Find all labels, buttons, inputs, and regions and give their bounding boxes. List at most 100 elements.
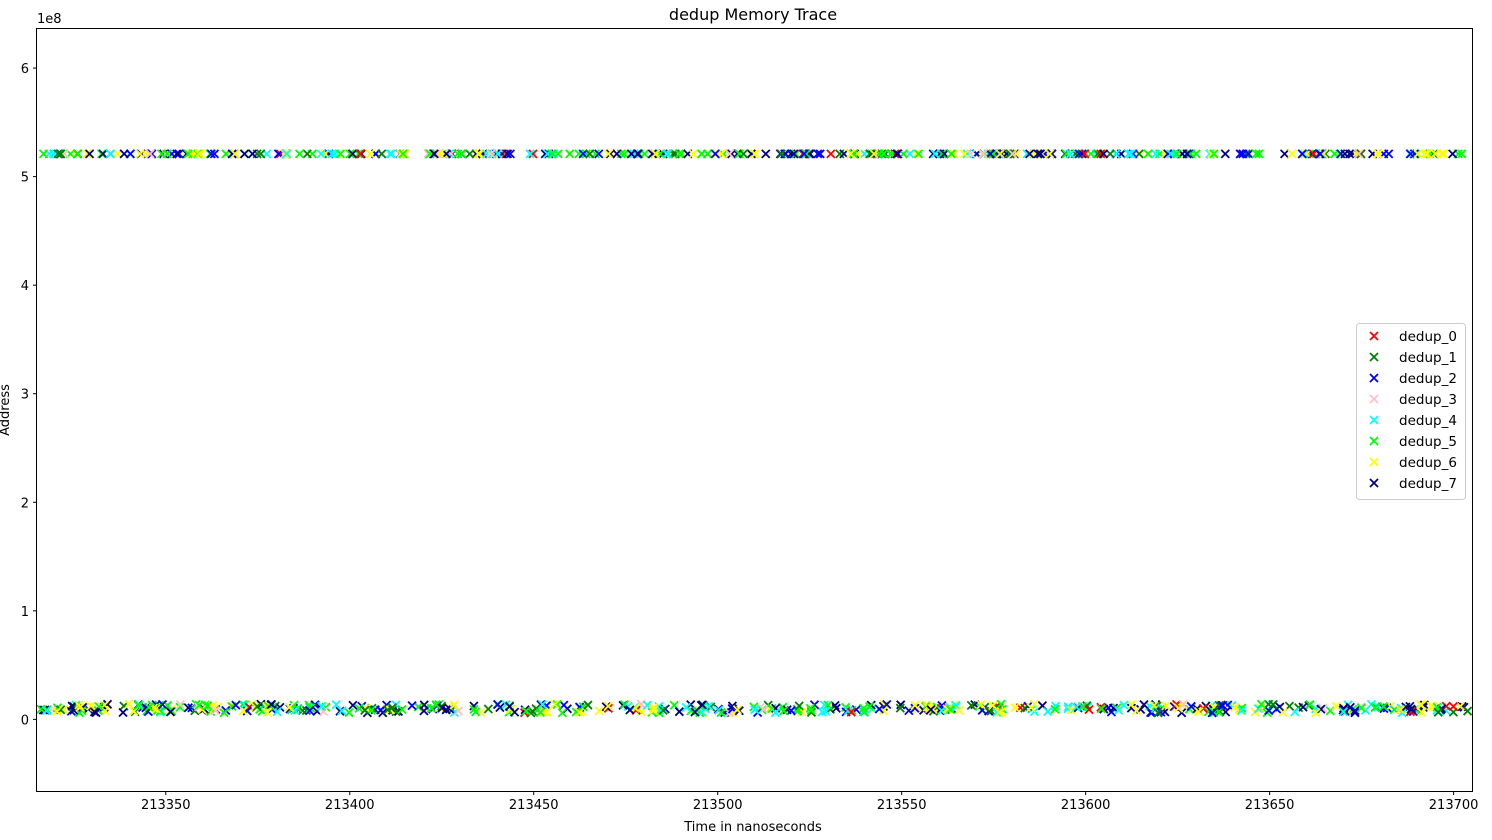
point-dedup_2 bbox=[1163, 149, 1173, 159]
point-dedup_4 bbox=[1126, 149, 1136, 159]
point-dedup_1 bbox=[53, 149, 63, 159]
point-dedup_6 bbox=[928, 704, 938, 714]
point-dedup_6 bbox=[85, 701, 96, 711]
y-axis-ticks: 0 1 2 3 4 5 6 bbox=[21, 62, 37, 728]
point-dedup_6 bbox=[1311, 708, 1321, 718]
point-dedup_5 bbox=[397, 704, 407, 715]
point-dedup_7 bbox=[1177, 708, 1187, 718]
point-dedup_7 bbox=[1350, 708, 1360, 718]
point-dedup_5 bbox=[202, 700, 213, 711]
point-dedup_2 bbox=[1235, 149, 1245, 159]
point-dedup_6 bbox=[1230, 702, 1240, 712]
point-dedup_1 bbox=[377, 149, 387, 159]
point-dedup_5 bbox=[801, 149, 811, 159]
point-dedup_7 bbox=[1098, 149, 1109, 159]
point-dedup_7 bbox=[746, 149, 756, 159]
point-dedup_6 bbox=[59, 705, 69, 715]
point-dedup_5 bbox=[431, 700, 441, 710]
point-dedup_2 bbox=[493, 699, 503, 710]
point-dedup_6 bbox=[603, 701, 613, 711]
point-dedup_0 bbox=[1080, 149, 1090, 159]
point-dedup_6 bbox=[1045, 149, 1055, 159]
point-dedup_6 bbox=[550, 699, 560, 709]
point-dedup_1 bbox=[1214, 700, 1224, 711]
legend-marker-dedup_6 bbox=[1369, 457, 1379, 467]
point-dedup_6 bbox=[1131, 705, 1142, 716]
point-dedup_6 bbox=[230, 149, 240, 159]
point-dedup_4 bbox=[49, 149, 59, 159]
point-dedup_2 bbox=[407, 701, 417, 711]
point-dedup_4 bbox=[817, 707, 827, 717]
point-dedup_4 bbox=[662, 149, 672, 159]
point-dedup_4 bbox=[936, 705, 947, 716]
point-dedup_1 bbox=[966, 700, 976, 710]
point-dedup_2 bbox=[874, 704, 884, 714]
point-dedup_5 bbox=[175, 702, 185, 712]
point-dedup_1 bbox=[1433, 707, 1443, 717]
point-dedup_3 bbox=[486, 149, 496, 159]
point-dedup_6 bbox=[505, 704, 516, 715]
point-dedup_7 bbox=[119, 149, 129, 159]
point-dedup_2 bbox=[209, 149, 220, 159]
point-dedup_5 bbox=[294, 149, 305, 159]
legend-label-dedup_7: dedup_7 bbox=[1399, 476, 1457, 492]
point-dedup_6 bbox=[197, 704, 207, 715]
point-dedup_5 bbox=[521, 706, 531, 716]
point-dedup_2 bbox=[1384, 149, 1394, 159]
y-tick-label: 4 bbox=[21, 279, 29, 294]
point-dedup_4 bbox=[385, 149, 395, 159]
point-dedup_7 bbox=[1447, 149, 1458, 159]
point-dedup_5 bbox=[674, 149, 684, 159]
point-dedup_5 bbox=[457, 149, 467, 159]
point-dedup_7 bbox=[239, 149, 250, 159]
point-dedup_2 bbox=[1047, 149, 1057, 159]
point-dedup_6 bbox=[910, 700, 920, 710]
point-dedup_7 bbox=[1220, 149, 1230, 159]
point-dedup_7 bbox=[928, 149, 938, 159]
point-dedup_6 bbox=[648, 702, 659, 713]
x-tick-label: 213600 bbox=[1061, 798, 1111, 813]
point-dedup_2 bbox=[157, 699, 168, 710]
point-dedup_4 bbox=[272, 707, 282, 717]
point-dedup_4 bbox=[1065, 149, 1076, 159]
point-dedup_7 bbox=[502, 149, 513, 159]
point-dedup_5 bbox=[879, 149, 889, 159]
legend-marker-dedup_7 bbox=[1369, 478, 1379, 488]
point-dedup_7 bbox=[674, 707, 684, 717]
point-dedup_0 bbox=[1448, 701, 1458, 712]
point-dedup_4 bbox=[316, 149, 326, 159]
point-dedup_6 bbox=[1436, 149, 1446, 159]
point-dedup_6 bbox=[399, 149, 410, 159]
point-dedup_5 bbox=[945, 704, 956, 715]
point-dedup_6 bbox=[449, 700, 459, 710]
point-dedup_7 bbox=[1336, 149, 1346, 159]
point-dedup_5 bbox=[790, 149, 801, 159]
point-dedup_5 bbox=[305, 703, 316, 713]
point-dedup_6 bbox=[151, 704, 161, 714]
legend-label-dedup_0: dedup_0 bbox=[1399, 329, 1457, 345]
point-dedup_7 bbox=[1077, 149, 1087, 159]
point-dedup_7 bbox=[1406, 704, 1416, 714]
point-dedup_6 bbox=[1422, 149, 1432, 159]
point-dedup_7 bbox=[625, 705, 635, 715]
point-dedup_2 bbox=[1207, 708, 1217, 718]
legend-marker-dedup_4 bbox=[1369, 415, 1379, 425]
point-dedup_2 bbox=[780, 149, 790, 159]
point-dedup_6 bbox=[250, 702, 260, 712]
point-dedup_1 bbox=[583, 700, 593, 710]
point-dedup_2 bbox=[799, 149, 809, 159]
point-dedup_6 bbox=[238, 706, 248, 716]
point-dedup_1 bbox=[835, 149, 845, 159]
point-dedup_5 bbox=[133, 700, 144, 711]
point-dedup_4 bbox=[525, 149, 535, 159]
point-dedup_0 bbox=[846, 707, 856, 717]
x-axis-ticks: 213350 213400 213450 213500 213550 213600 2136… bbox=[141, 791, 1478, 813]
x-tick-label: 213350 bbox=[141, 798, 191, 813]
point-dedup_5 bbox=[194, 700, 204, 710]
point-dedup_5 bbox=[913, 149, 924, 159]
point-dedup_4 bbox=[1150, 149, 1161, 159]
point-dedup_1 bbox=[252, 701, 262, 712]
point-dedup_5 bbox=[1251, 149, 1261, 159]
point-dedup_7 bbox=[697, 700, 707, 710]
